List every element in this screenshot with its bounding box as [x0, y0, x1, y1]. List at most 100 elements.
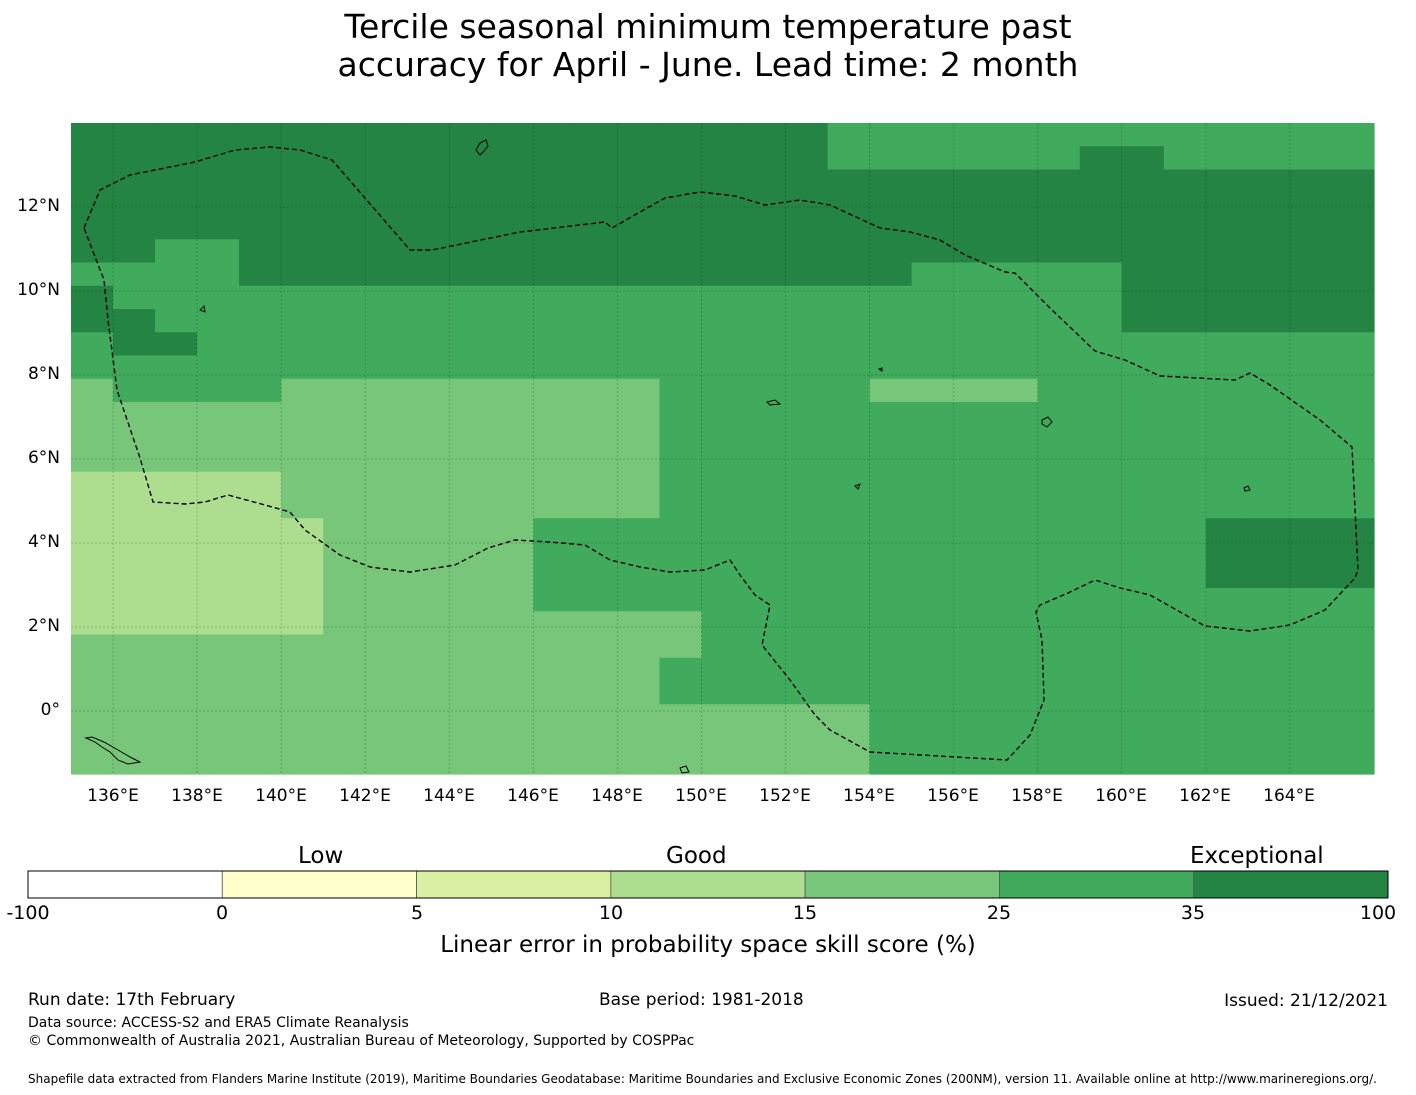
- skill-cell: [239, 657, 282, 682]
- skill-cell: [827, 727, 871, 752]
- skill-cell: [617, 448, 661, 473]
- skill-cell: [869, 309, 913, 333]
- skill-cell: [533, 541, 576, 566]
- skill-cell: [911, 309, 955, 333]
- skill-cell: [995, 425, 1039, 450]
- skill-cell: [701, 425, 745, 450]
- skill-cell: [743, 495, 787, 519]
- skill-cell: [281, 425, 324, 450]
- skill-cell: [449, 355, 492, 380]
- skill-cell: [365, 681, 408, 705]
- skill-cell: [575, 518, 619, 543]
- skill-cell: [911, 216, 955, 240]
- skill-cell: [869, 285, 913, 310]
- skill-cell: [1331, 285, 1375, 310]
- colorbar-segment: [416, 870, 612, 899]
- skill-cell: [113, 285, 156, 310]
- skill-cell: [1037, 750, 1081, 775]
- skill-cell: [1205, 564, 1249, 589]
- skill-cell: [113, 541, 156, 566]
- skill-cell: [995, 448, 1039, 473]
- skill-cell: [1079, 146, 1123, 171]
- skill-cell: [449, 541, 492, 566]
- skill-cell: [1205, 402, 1249, 426]
- skill-cell: [659, 216, 703, 240]
- skill-cell: [575, 704, 619, 729]
- skill-cell: [323, 564, 366, 589]
- skill-cell: [1079, 704, 1123, 729]
- colorbar-tick-5: 5: [410, 902, 424, 924]
- skill-cell: [323, 309, 366, 333]
- skill-cell: [155, 541, 198, 566]
- skill-cell: [365, 192, 408, 217]
- skill-cell: [1163, 169, 1207, 194]
- skill-cell: [407, 239, 450, 264]
- skill-cell: [785, 588, 829, 612]
- skill-cell: [869, 216, 913, 240]
- colorbar-tick-minus100: -100: [6, 902, 50, 924]
- skill-cell: [659, 611, 703, 636]
- skill-cell: [491, 262, 534, 287]
- skill-cell: [449, 448, 492, 473]
- skill-cell: [407, 448, 450, 473]
- skill-cell: [533, 169, 576, 194]
- skill-cell: [71, 634, 114, 659]
- skill-cell: [701, 704, 745, 729]
- skill-cell: [995, 309, 1039, 333]
- skill-cell: [617, 681, 661, 705]
- skill-cell: [1331, 727, 1375, 752]
- skill-cell: [491, 704, 534, 729]
- skill-cell: [617, 402, 661, 426]
- skill-cell: [701, 309, 745, 333]
- skill-cell: [659, 192, 703, 217]
- colorbar-segment: [804, 870, 1000, 899]
- skill-cell: [911, 495, 955, 519]
- skill-cell: [659, 564, 703, 589]
- skill-cell: [323, 169, 366, 194]
- skill-cell: [575, 681, 619, 705]
- skill-cell: [1037, 123, 1081, 147]
- map-gridlines: [71, 123, 1374, 774]
- issued-date: Issued: 21/12/2021: [1224, 991, 1388, 1011]
- colorbar-tick-0: 0: [215, 902, 229, 924]
- skill-cell: [1331, 634, 1375, 659]
- skill-cell: [617, 425, 661, 450]
- skill-cell: [281, 355, 324, 380]
- skill-cell: [533, 402, 576, 426]
- skill-cell: [533, 262, 576, 287]
- skill-cell: [743, 564, 787, 589]
- skill-cell: [533, 588, 576, 612]
- skill-cell: [71, 425, 114, 450]
- skill-cell: [869, 727, 913, 752]
- lon-label-162e: 162°E: [1179, 786, 1231, 806]
- skill-cell: [827, 611, 871, 636]
- skill-cell: [995, 681, 1039, 705]
- skill-cell: [449, 704, 492, 729]
- skill-cell: [1247, 309, 1291, 333]
- skill-cell: [491, 657, 534, 682]
- skill-cell: [113, 727, 156, 752]
- skill-cell: [575, 123, 619, 147]
- skill-cell: [1037, 541, 1081, 566]
- skill-cell: [1079, 239, 1123, 264]
- skill-cell: [155, 355, 198, 380]
- skill-cell: [281, 309, 324, 333]
- skill-cell: [365, 169, 408, 194]
- skill-cell: [155, 146, 198, 171]
- skill-cell: [659, 448, 703, 473]
- skill-cell: [407, 634, 450, 659]
- skill-cell: [869, 588, 913, 612]
- skill-cell: [449, 495, 492, 519]
- skill-cell: [113, 192, 156, 217]
- skill-cell: [281, 216, 324, 240]
- skill-cell: [1289, 285, 1333, 310]
- skill-cell: [1121, 378, 1165, 403]
- skill-cell: [1205, 727, 1249, 752]
- skill-cell: [869, 146, 913, 171]
- skill-cell: [449, 262, 492, 287]
- skill-cell: [785, 425, 829, 450]
- skill-cell: [1205, 518, 1249, 543]
- skill-cell: [575, 332, 619, 357]
- skill-cell: [323, 541, 366, 566]
